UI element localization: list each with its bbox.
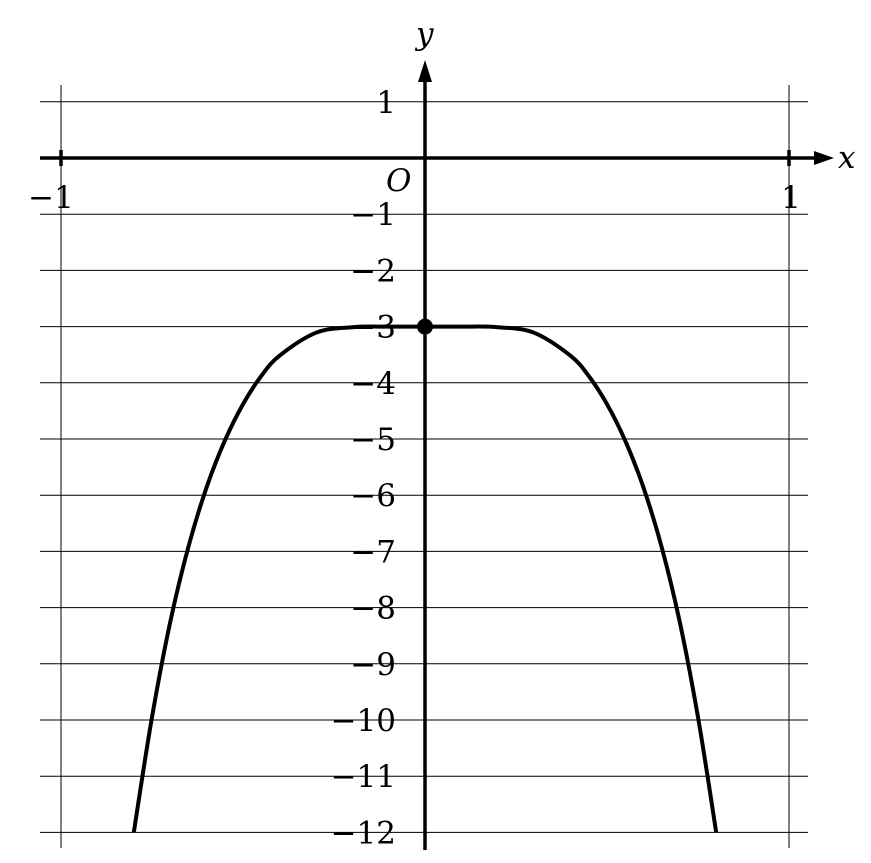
tick-labels: 1−1−2−3−4−5−6−7−8−9−10−11−12−1 1 xyxy=(28,85,801,852)
axes xyxy=(40,60,834,850)
y-axis-arrow-icon xyxy=(418,60,432,82)
x-tick-label: 1 xyxy=(781,180,801,216)
x-axis-arrow-icon xyxy=(814,151,834,165)
y-tick-label: −10 xyxy=(331,703,396,739)
y-tick-label: −3 xyxy=(350,310,396,346)
series-layer xyxy=(131,318,719,833)
y-tick-label: −1 xyxy=(350,197,396,233)
y-tick-label: −9 xyxy=(350,647,396,683)
y-tick-label: −5 xyxy=(350,422,396,458)
y-tick-label: −2 xyxy=(350,253,396,289)
y-tick-label: −4 xyxy=(350,366,396,402)
origin-label: O xyxy=(386,163,411,199)
y-tick-label: −7 xyxy=(350,534,396,570)
x-axis-label: x xyxy=(838,140,856,176)
y-tick-label: −12 xyxy=(331,815,396,851)
y-axis-label: y xyxy=(414,16,434,52)
x-tick-label: −1 xyxy=(28,180,74,216)
y-tick-label: −11 xyxy=(331,759,396,795)
marked-point xyxy=(417,318,433,335)
y-tick-label: 1 xyxy=(376,85,396,121)
y-tick-label: −8 xyxy=(350,591,396,627)
y-tick-label: −6 xyxy=(350,478,396,514)
